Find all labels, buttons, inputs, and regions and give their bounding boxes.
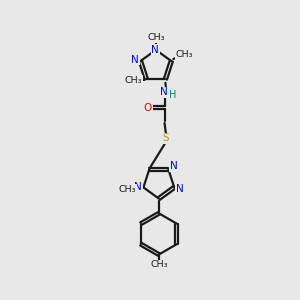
Text: S: S: [163, 134, 169, 143]
Text: CH₃: CH₃: [124, 76, 142, 85]
Text: CH₃: CH₃: [150, 260, 168, 269]
Text: N: N: [134, 182, 142, 192]
Text: N: N: [152, 45, 159, 55]
Text: CH₃: CH₃: [176, 50, 193, 59]
Text: N: N: [131, 55, 139, 64]
Text: O: O: [144, 103, 152, 113]
Text: N: N: [170, 161, 178, 171]
Text: N: N: [160, 87, 167, 98]
Text: H: H: [169, 90, 176, 100]
Text: CH₃: CH₃: [147, 33, 165, 42]
Text: CH₃: CH₃: [118, 185, 136, 194]
Text: N: N: [176, 184, 183, 194]
